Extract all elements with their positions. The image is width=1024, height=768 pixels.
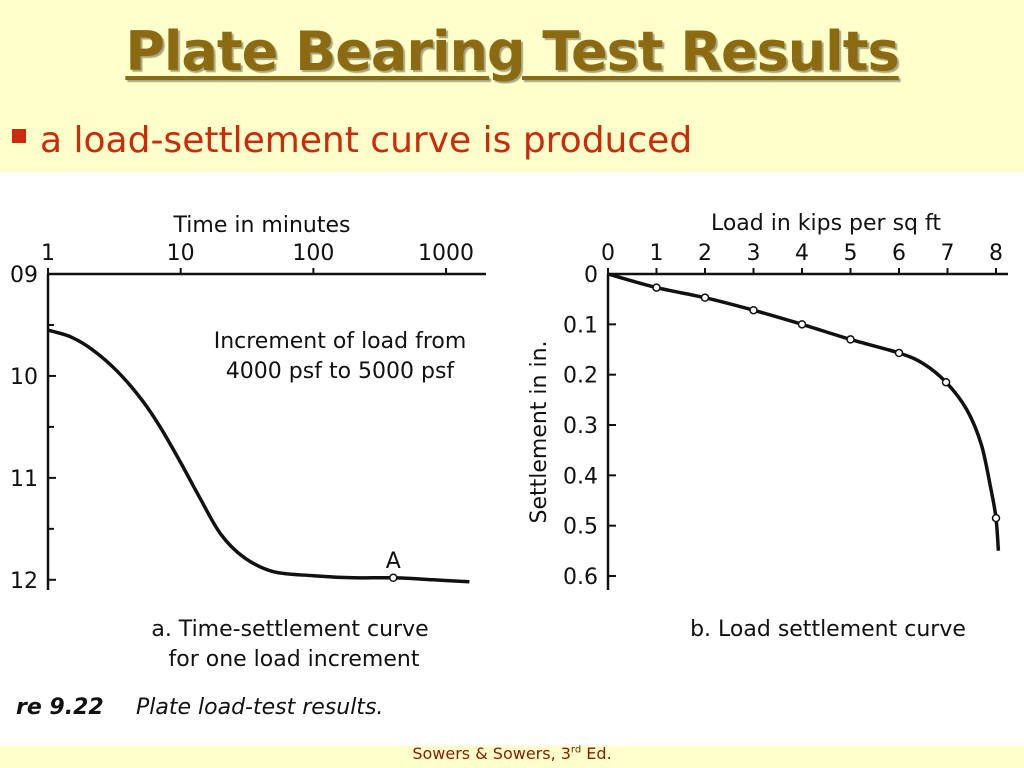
chart-b-data-point xyxy=(941,377,951,387)
slide-title: Plate Bearing Test Results xyxy=(125,20,899,83)
chart-a-caption-line1: a. Time-settlement curve xyxy=(151,617,428,642)
figure-caption: Plate load-test results. xyxy=(136,695,383,720)
chart-b-x-tick-label: 3 xyxy=(747,241,761,266)
bullet-item: a load-settlement curve is produced xyxy=(12,120,692,161)
chart-b-data-point xyxy=(991,513,1001,523)
chart-b-y-tick-label: 0.3 xyxy=(563,414,598,439)
chart-b-y-tick-label: 0.2 xyxy=(563,364,598,389)
chart-a-annotation-line2: 4000 psf to 5000 psf xyxy=(226,359,456,384)
chart-b-x-tick-label: 4 xyxy=(795,241,809,266)
chart-a-y-tick-label: 10 xyxy=(10,365,38,390)
chart-b-data-point xyxy=(797,320,807,329)
chart-b-x-tick-label: 8 xyxy=(989,241,1003,266)
footer-superscript: rd xyxy=(570,744,582,756)
chart-b-data-point xyxy=(894,348,904,358)
footer-citation: Sowers & Sowers, 3rd Ed. xyxy=(0,744,1024,763)
chart-b-data-point xyxy=(652,283,661,292)
chart-a-xlabel: Time in minutes xyxy=(173,213,351,238)
chart-b-x-tick-label: 6 xyxy=(892,241,906,266)
chart-b-x-tick-label: 2 xyxy=(698,241,712,266)
square-bullet-icon xyxy=(12,129,26,143)
chart-a-y-tick-label: 11 xyxy=(10,467,38,492)
footer-text: Sowers & Sowers, 3 xyxy=(412,744,571,763)
chart-a-x-tick-label: 10 xyxy=(167,241,195,266)
chart-a-x-tick-label: 100 xyxy=(292,241,334,266)
chart-a-series-line xyxy=(47,328,470,584)
chart-b-y-tick-label: 0.1 xyxy=(563,313,598,338)
chart-a-x-tick-label: 1 xyxy=(41,241,55,266)
chart-a-y-tick-label: 09 xyxy=(10,263,38,288)
chart-b-x-tick-label: 0 xyxy=(601,241,615,266)
chart-b-caption: b. Load settlement curve xyxy=(690,617,966,642)
chart-b-data-point xyxy=(700,293,710,302)
chart-b-x-tick-label: 1 xyxy=(650,241,664,266)
chart-b-data-point xyxy=(749,305,758,315)
chart-b-y-tick-label: 0.5 xyxy=(563,515,598,540)
chart-b-y-tick-label: 0 xyxy=(584,263,598,288)
footer-edition: Ed. xyxy=(581,744,612,763)
chart-b-y-tick-label: 0.4 xyxy=(563,464,598,489)
chart-a-x-tick-label: 1000 xyxy=(418,241,474,266)
chart-a-y-tick-label: 12 xyxy=(10,569,38,594)
chart-b-series-line xyxy=(607,272,1001,551)
load-settlement-chart: Load in kips per sq ft 0 1 2 3 4 5 6 7 8 0 0.1 0.2… xyxy=(527,211,1008,642)
figure-label: re 9.22 xyxy=(16,695,104,720)
chart-b-xlabel: Load in kips per sq ft xyxy=(711,211,941,236)
bullet-text: a load-settlement curve is produced xyxy=(40,120,693,161)
chart-b-x-tick-label: 5 xyxy=(844,241,858,266)
time-settlement-chart: Time in minutes 1 10 100 1000 09 10 11 12 Incr… xyxy=(10,213,486,672)
figure-panel: Time in minutes 1 10 100 1000 09 10 11 12 Incr… xyxy=(0,172,1024,746)
chart-b-x-tick-label: 7 xyxy=(941,241,955,266)
chart-b-ylabel: Settlement in in. xyxy=(527,340,552,523)
chart-a-caption-line2: for one load increment xyxy=(169,647,420,672)
chart-b-y-tick-label: 0.6 xyxy=(563,565,598,590)
chart-a-annotation-line1: Increment of load from xyxy=(214,329,467,354)
chart-b-data-point xyxy=(846,335,855,344)
chart-a-point-label: A xyxy=(386,549,401,574)
chart-a-point-a xyxy=(389,573,398,583)
